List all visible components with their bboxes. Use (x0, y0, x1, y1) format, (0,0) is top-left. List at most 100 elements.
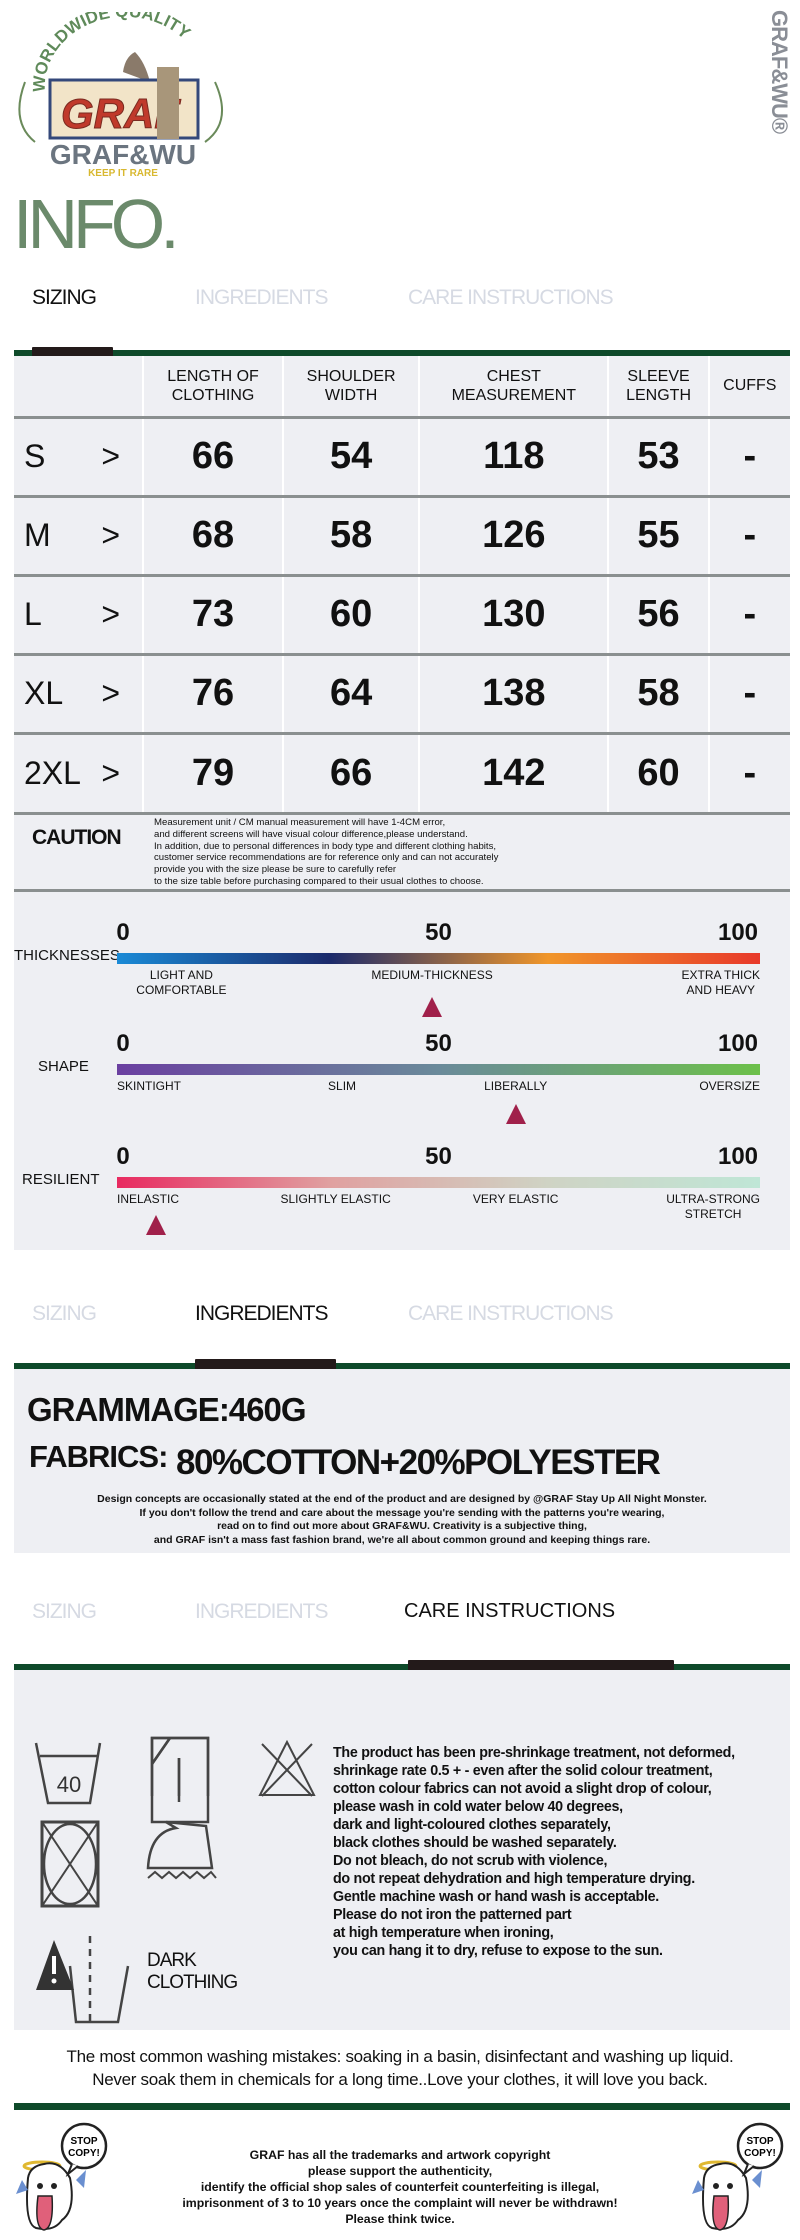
size-value: 79 (141, 731, 284, 812)
text-line: Never soak them in chemicals for a long … (92, 2070, 708, 2089)
text-line: Please do not iron the patterned part (333, 1907, 572, 1923)
text-line: do not repeat dehydration and high tempe… (333, 1871, 695, 1887)
stop-copy-ghost-left: STOP COPY! (14, 2120, 114, 2237)
size-value: 76 (141, 652, 284, 733)
scale-label: SKINTIGHT (117, 1079, 182, 1093)
text-line: GRAF has all the trademarks and artwork … (249, 2148, 551, 2162)
scale-name: RESILIENT (22, 1171, 100, 1188)
svg-text:COPY!: COPY! (68, 2148, 100, 2159)
scale-label: EXTRA THICK AND HEAVY (681, 968, 760, 997)
dark-clothing-label: DARK CLOTHING (147, 1950, 238, 1993)
text-line: Do not bleach, do not scrub with violenc… (333, 1853, 608, 1869)
tab-sizing[interactable]: SIZING (32, 1302, 97, 1325)
text-line: provide you with the size please be sure… (154, 864, 397, 876)
size-value: 60 (607, 731, 709, 812)
scale-label: LIBERALLY (484, 1079, 548, 1093)
grammage: GRAMMAGE:460G (27, 1391, 307, 1428)
section-divider (14, 1664, 790, 1670)
text-line: black clothes should be washed separatel… (333, 1835, 617, 1851)
scale-tick: 50 (425, 1143, 452, 1170)
scale-label: SLIGHTLY ELASTIC (280, 1192, 391, 1206)
text-line: customer service recommendations are for… (154, 852, 499, 864)
tab-care-instructions[interactable]: CARE INSTRUCTIONS (408, 1302, 614, 1325)
svg-text:STOP: STOP (746, 2136, 773, 2147)
text-line: In addition, due to personal differences… (154, 840, 497, 852)
tab-sizing[interactable]: SIZING (32, 1600, 97, 1623)
section-divider (14, 1363, 790, 1369)
text-line: read on to find out more about GRAF&WU. … (217, 1520, 587, 1532)
page-title: INFO. (13, 185, 180, 263)
header-cuffs: CUFFS (707, 356, 790, 417)
size-label: XL > (14, 652, 143, 733)
size-value: 73 (141, 573, 284, 654)
washing-mistakes-text: The most common washing mistakes: soakin… (0, 2045, 800, 2091)
sizing-panel: LENGTH OF CLOTHING SHOULDER WIDTH CHEST MEA… (14, 356, 790, 1250)
text-line: identify the official shop sales of coun… (200, 2180, 600, 2194)
scale-marker (145, 1215, 166, 1235)
text-line: please support the authenticity, (307, 2164, 493, 2178)
header-length: LENGTH OF CLOTHING (141, 356, 284, 417)
scale-tick: 100 (717, 919, 759, 946)
tab-ingredients[interactable]: INGREDIENTS (195, 1600, 329, 1623)
care-instructions-text: The product has been pre-shrinkage treat… (333, 1744, 735, 1960)
scale-tick: 100 (717, 1143, 759, 1170)
size-value: 130 (418, 573, 609, 654)
tab-ingredients[interactable]: INGREDIENTS (195, 1302, 329, 1325)
scale-marker (505, 1104, 526, 1124)
text-line: Gentle machine wash or hand wash is acce… (333, 1889, 659, 1905)
size-value: 53 (607, 415, 709, 496)
scale-name: THICKNESSES (14, 947, 120, 964)
text-line: Design concepts are occasionally stated … (97, 1493, 707, 1505)
scale-label: ULTRA-STRONG STRETCH (666, 1192, 760, 1221)
table-row: XL >76 64 138 58- (14, 652, 790, 733)
tab-ingredients[interactable]: INGREDIENTS (195, 286, 329, 309)
scale-bar (117, 1177, 760, 1188)
tab-care-instructions[interactable]: CARE INSTRUCTIONS (404, 1600, 616, 1622)
table-row: L >73 60 130 56- (14, 573, 790, 654)
scale-label: INELASTIC (117, 1192, 180, 1206)
header-shoulder: SHOULDER WIDTH (282, 356, 420, 417)
text-line: you can hang it to dry, refuse to expose… (333, 1943, 663, 1959)
text-line: Measurement unit / CM manual measurement… (154, 817, 446, 828)
wash-40-icon: 40 (34, 1742, 102, 1805)
size-table: LENGTH OF CLOTHING SHOULDER WIDTH CHEST MEA… (14, 356, 790, 812)
size-label: S > (14, 415, 143, 496)
text-line: The most common washing mistakes: soakin… (66, 2047, 734, 2066)
size-label: M > (14, 494, 143, 575)
size-value: - (707, 494, 790, 575)
text-line: shrinkage rate 0.5 + - even after the so… (333, 1763, 713, 1779)
text-line: imprisonment of 3 to 10 years once the c… (182, 2196, 618, 2210)
dry-flat-icon-frame (150, 1736, 210, 1824)
scale-tick: 50 (425, 1030, 452, 1057)
caution-divider (14, 889, 790, 892)
size-value: 68 (141, 494, 284, 575)
text-line: cotton colour fabrics can not avoid a sl… (333, 1781, 712, 1797)
scale-name: SHAPE (38, 1058, 89, 1075)
size-value: - (707, 415, 790, 496)
size-label: L > (14, 573, 143, 654)
scale-label: VERY ELASTIC (472, 1192, 559, 1206)
tab-care-instructions[interactable]: CARE INSTRUCTIONS (408, 286, 614, 309)
footer-divider (14, 2103, 790, 2110)
scale-tick: 100 (717, 1030, 759, 1057)
scale-tick: 50 (425, 919, 452, 946)
size-value: - (707, 573, 790, 654)
table-row: M >68 58 126 55- (14, 494, 790, 575)
design-concept-text: Design concepts are occasionally stated … (14, 1493, 790, 1547)
no-bleach-icon (258, 1740, 316, 1797)
scale-label: OVERSIZE (699, 1079, 760, 1093)
copyright-notice: GRAF has all the trademarks and artwork … (0, 2147, 800, 2227)
scale-tick: 0 (116, 1143, 130, 1170)
dark-clothing-warning-icon (36, 1936, 130, 2024)
size-value: 126 (418, 494, 609, 575)
size-value: 56 (607, 573, 709, 654)
tab-sizing[interactable]: SIZING (32, 286, 97, 309)
text-line: please wash in cold water below 40 degre… (333, 1799, 623, 1815)
active-tab-indicator (408, 1660, 674, 1673)
text-line: dark and light-coloured clothes separate… (333, 1817, 611, 1833)
svg-text:COPY!: COPY! (744, 2148, 776, 2159)
size-value: 55 (607, 494, 709, 575)
table-row: 2XL >79 66 142 60- (14, 731, 790, 812)
header-chest: CHEST MEASUREMENT (418, 356, 609, 417)
text-line: Please think twice. (345, 2212, 455, 2226)
